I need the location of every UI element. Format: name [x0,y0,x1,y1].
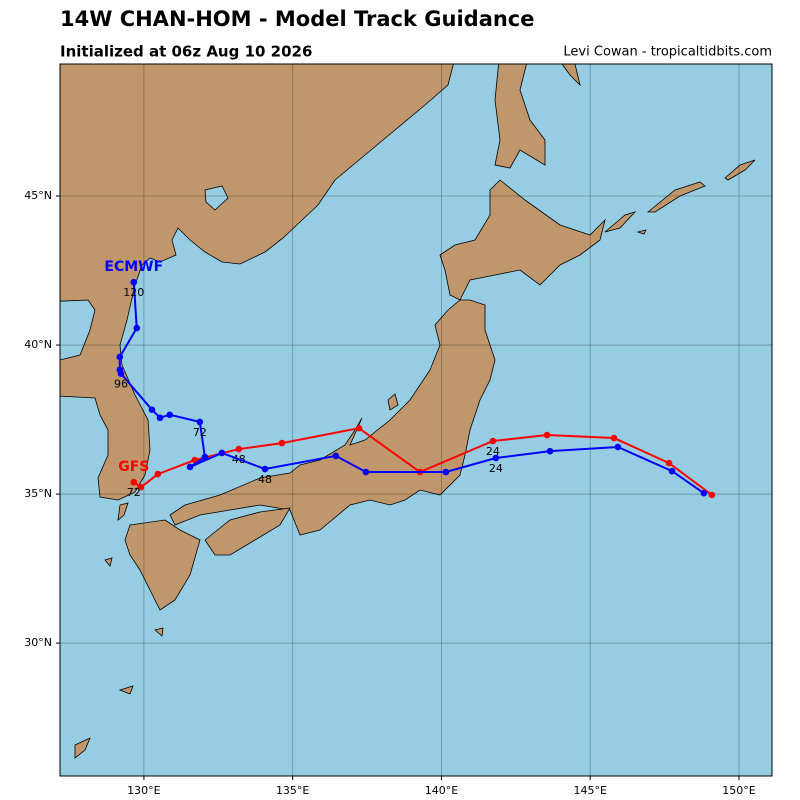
islands [74,393,399,759]
track-point [700,489,708,497]
track-point [201,453,209,461]
overlay: 130°E 135°E 140°E 145°E 150°E 30°N 35°N 40°N 45°… [24,64,772,797]
track-point [116,366,124,374]
track-point [186,463,194,471]
track-point [278,439,286,447]
track-point [543,431,551,439]
model-label: GFS [118,459,149,475]
x-tick-label: 135°E [276,784,309,797]
title: 14W CHAN-HOM - Model Track Guidance [60,7,535,31]
lake [204,185,229,211]
land [60,64,756,759]
track-point [166,411,174,419]
track-point [442,468,450,476]
track-point [546,447,554,455]
x-tick-label: 150°E [722,784,755,797]
track-point [148,406,156,414]
kyushu [124,519,201,611]
track-point [332,452,340,460]
track-point [489,437,497,445]
y-tick-label: 40°N [24,338,52,351]
kurils [604,159,756,235]
track-point [116,353,124,361]
track-point [610,434,618,442]
hour-label: 72 [193,426,207,439]
track-point [137,483,145,491]
honshu [169,299,496,536]
track-point [492,454,500,462]
hour-label: 96 [114,378,128,391]
track-point [133,324,141,332]
x-tick-label: 140°E [425,784,458,797]
x-tick-label: 130°E [127,784,160,797]
track-point [156,414,164,422]
track-point [130,278,138,286]
plot-frame [59,63,773,777]
hour-label: 72 [127,486,141,499]
hour-label: 48 [258,473,272,486]
track-point [218,449,226,457]
sakhalin [494,64,581,169]
hour-label: 120 [123,286,144,299]
model-label: ECMWF [104,259,163,275]
y-tick-label: 30°N [24,636,52,649]
hour-label: 24 [489,462,503,475]
track-point [665,459,673,467]
track-point [130,478,138,486]
subtitle: Initialized at 06z Aug 10 2026 [60,43,312,61]
y-tick-label: 45°N [24,189,52,202]
credit: Levi Cowan - tropicaltidbits.com [563,45,772,60]
track-point [614,443,622,451]
track-point [355,424,363,432]
x-tick-label: 145°E [573,784,606,797]
track-point [196,418,204,426]
asia-mainland [60,64,454,501]
track-point [261,465,269,473]
y-tick-label: 35°N [24,487,52,500]
track-point [668,467,676,475]
track-point [708,491,716,499]
hokkaido [439,179,606,301]
track-point [235,445,243,453]
track-point [362,468,370,476]
shikoku [204,507,291,556]
track-point [154,470,162,478]
